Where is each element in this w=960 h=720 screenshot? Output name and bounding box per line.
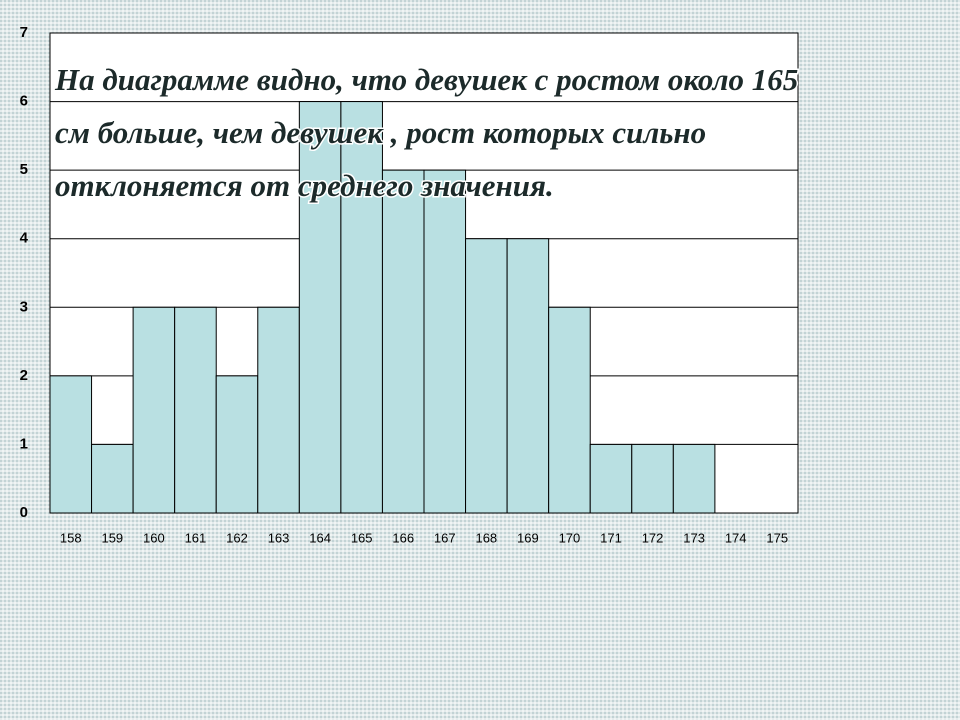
x-tick-label: 175 <box>766 530 788 545</box>
x-tick-label: 158 <box>60 530 82 545</box>
x-tick-label: 170 <box>559 530 581 545</box>
y-tick-label: 7 <box>20 24 28 41</box>
bar <box>298 101 342 514</box>
x-tick-label: 169 <box>517 530 539 545</box>
x-tick-label: 174 <box>725 530 747 545</box>
bar <box>340 101 383 514</box>
bar <box>589 443 633 514</box>
x-tick-label: 168 <box>475 530 497 545</box>
x-tick-label: 171 <box>600 530 622 545</box>
annotation: На диаграмме видно, что девушек с ростом… <box>54 62 798 97</box>
bar <box>49 375 93 514</box>
x-tick-label: 160 <box>143 530 165 545</box>
bar <box>631 443 674 514</box>
x-tick-label: 165 <box>351 530 373 545</box>
annotation: отклоняется от среднего значения. <box>55 168 554 203</box>
bar <box>257 306 300 514</box>
bar <box>381 169 425 514</box>
y-tick-label: 6 <box>20 93 28 110</box>
x-tick-label: 162 <box>226 530 248 545</box>
y-tick-label: 4 <box>20 230 29 247</box>
annotation: см больше, чем девушек , рост которых си… <box>55 115 706 150</box>
bar <box>91 443 134 514</box>
bar <box>174 306 217 514</box>
bar <box>465 238 508 514</box>
y-tick-label: 2 <box>20 367 28 384</box>
x-tick-label: 172 <box>642 530 664 545</box>
x-tick-label: 161 <box>185 530 207 545</box>
y-tick-label: 1 <box>20 435 28 452</box>
x-tick-label: 163 <box>268 530 290 545</box>
x-tick-label: 167 <box>434 530 456 545</box>
y-tick-label: 5 <box>20 161 28 178</box>
bar <box>548 306 591 514</box>
bar <box>132 306 176 514</box>
x-tick-label: 173 <box>683 530 705 545</box>
bar <box>506 238 550 514</box>
x-tick-label: 166 <box>392 530 414 545</box>
x-tick-label: 159 <box>101 530 123 545</box>
bar <box>672 443 716 514</box>
x-tick-label: 164 <box>309 530 331 545</box>
y-tick-label: 3 <box>20 298 28 315</box>
bar <box>423 169 467 514</box>
bar <box>215 375 259 514</box>
y-tick-label: 0 <box>20 504 28 521</box>
